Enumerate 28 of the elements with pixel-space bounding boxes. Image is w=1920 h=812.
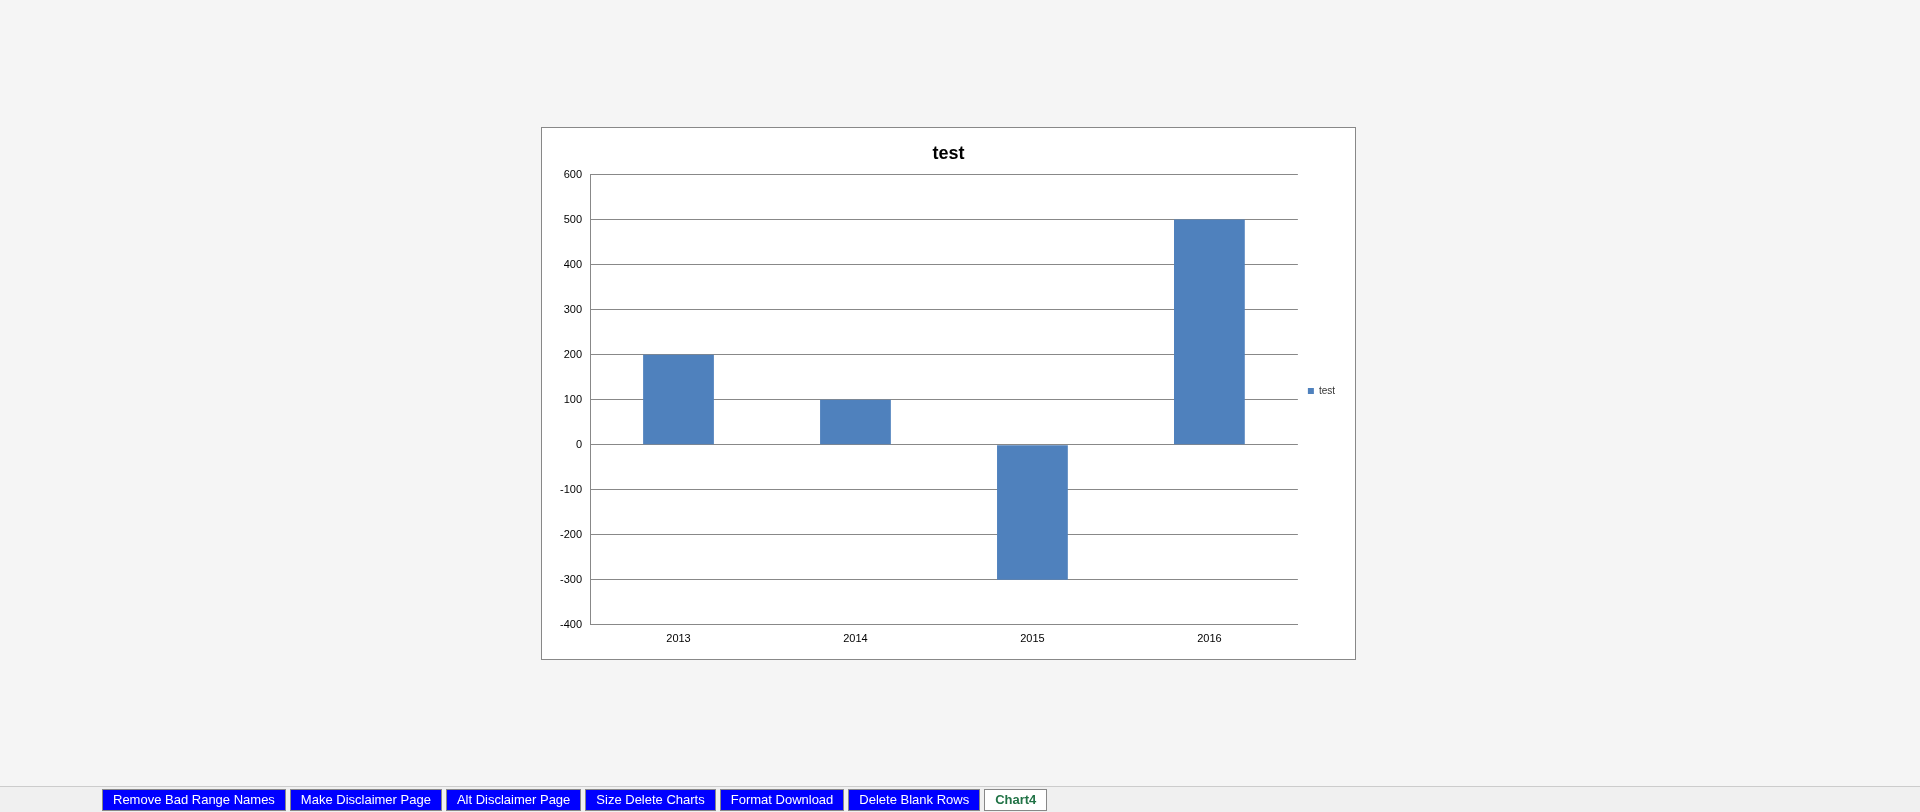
text: Make Disclaimer Page <box>289 789 442 811</box>
y-tick-label: 400 <box>563 257 583 270</box>
y-tick-label: 600 <box>563 167 583 180</box>
x-tick-label: 2013 <box>666 632 691 645</box>
y-tick-label: -300 <box>559 572 583 585</box>
bar <box>643 354 714 445</box>
legend-label: test <box>1318 384 1336 396</box>
y-tick-label: -200 <box>559 527 583 540</box>
bar <box>1174 219 1245 445</box>
bar <box>997 445 1068 580</box>
text: Delete Blank Rows <box>848 789 981 811</box>
x-tick-label: 2015 <box>1020 632 1045 645</box>
y-tick-label: 100 <box>563 392 583 405</box>
y-tick-label: 0 <box>575 437 583 450</box>
y-tick-label: 200 <box>563 347 583 360</box>
caption: Chart4 <box>984 789 1048 811</box>
text: Size Delete Charts <box>585 789 716 811</box>
y-tick-label: -400 <box>559 617 583 630</box>
x-tick-label: 2016 <box>1197 632 1222 645</box>
x-tick-label: 2014 <box>843 632 868 645</box>
y-tick-label: 300 <box>563 302 583 315</box>
bar <box>820 399 891 445</box>
y-tick-label: 500 <box>563 212 583 225</box>
text: Format Download <box>719 789 845 811</box>
chart-title: test <box>932 142 965 163</box>
text: Remove Bad Range Names <box>102 789 286 811</box>
text: Alt Disclaimer Page <box>445 789 582 811</box>
y-tick-label: -100 <box>559 482 583 495</box>
